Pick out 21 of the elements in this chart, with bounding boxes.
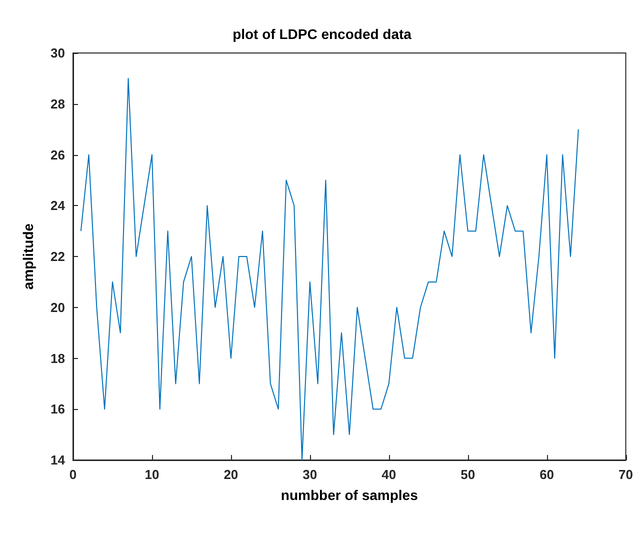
- y-axis-title: amplitude: [20, 223, 36, 290]
- x-tick-label: 0: [69, 467, 77, 482]
- y-tick-label: 16: [50, 402, 65, 417]
- y-tick-label: 20: [50, 300, 65, 315]
- line-series: [80, 78, 579, 460]
- x-tick-label: 70: [618, 467, 634, 482]
- chart-title: plot of LDPC encoded data: [232, 26, 412, 42]
- x-tick-label: 60: [540, 467, 554, 482]
- y-tick-label: 22: [50, 249, 65, 264]
- y-tick-label: 26: [50, 147, 65, 162]
- x-axis-title: numbber of samples: [280, 487, 418, 503]
- x-tick-label: 30: [302, 467, 318, 482]
- y-tick-label: 24: [50, 198, 66, 214]
- x-tick-label: 20: [224, 467, 238, 482]
- x-tick-label: 40: [382, 467, 396, 482]
- x-tick-label: 50: [460, 467, 476, 482]
- x-tick-label: 10: [144, 467, 160, 482]
- y-tick-label: 14: [50, 452, 66, 468]
- y-tick-label: 30: [50, 46, 65, 60]
- y-tick-label: 18: [50, 350, 65, 366]
- y-tick-label: 28: [50, 96, 65, 112]
